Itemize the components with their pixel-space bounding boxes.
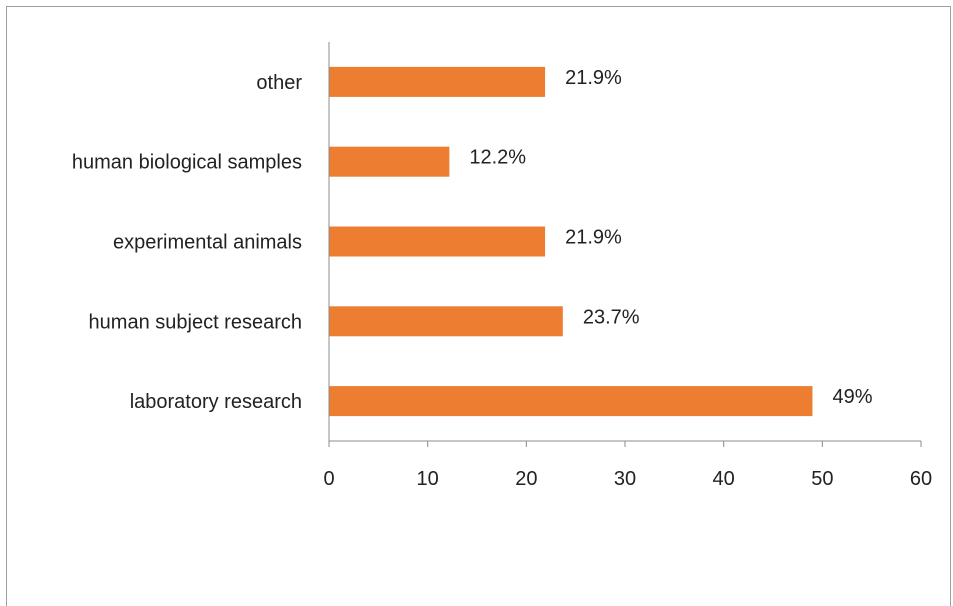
bar-chart: 0 10 20 30 40 50 60 laboratory research 49% human… bbox=[72, 42, 932, 490]
data-label: 12.2% bbox=[469, 147, 526, 169]
category-label: human biological samples bbox=[72, 152, 302, 174]
x-tick-label: 30 bbox=[614, 468, 636, 490]
axis-layer bbox=[328, 42, 922, 447]
data-label: 23.7% bbox=[583, 306, 640, 328]
x-tick-label: 10 bbox=[417, 468, 439, 490]
x-tick-label: 60 bbox=[910, 468, 932, 490]
category-label: human subject research bbox=[89, 311, 302, 333]
x-tick-label: 40 bbox=[713, 468, 735, 490]
x-tick-label: 50 bbox=[811, 468, 833, 490]
chart-frame bbox=[6, 6, 951, 606]
bar bbox=[329, 226, 546, 257]
x-tick-label: 0 bbox=[323, 468, 334, 490]
category-label: other bbox=[256, 72, 302, 94]
x-tick-label: 20 bbox=[515, 468, 537, 490]
labels-layer: 0 10 20 30 40 50 60 laboratory research 49% human… bbox=[72, 67, 932, 490]
bar bbox=[329, 66, 546, 97]
data-label: 21.9% bbox=[565, 67, 622, 89]
bars-layer bbox=[329, 66, 813, 417]
bar bbox=[329, 306, 563, 337]
data-label: 49% bbox=[832, 386, 872, 408]
data-label: 21.9% bbox=[565, 227, 622, 249]
bar bbox=[329, 146, 450, 177]
bar bbox=[329, 386, 813, 417]
category-label: laboratory research bbox=[130, 391, 302, 413]
category-label: experimental animals bbox=[113, 232, 302, 254]
